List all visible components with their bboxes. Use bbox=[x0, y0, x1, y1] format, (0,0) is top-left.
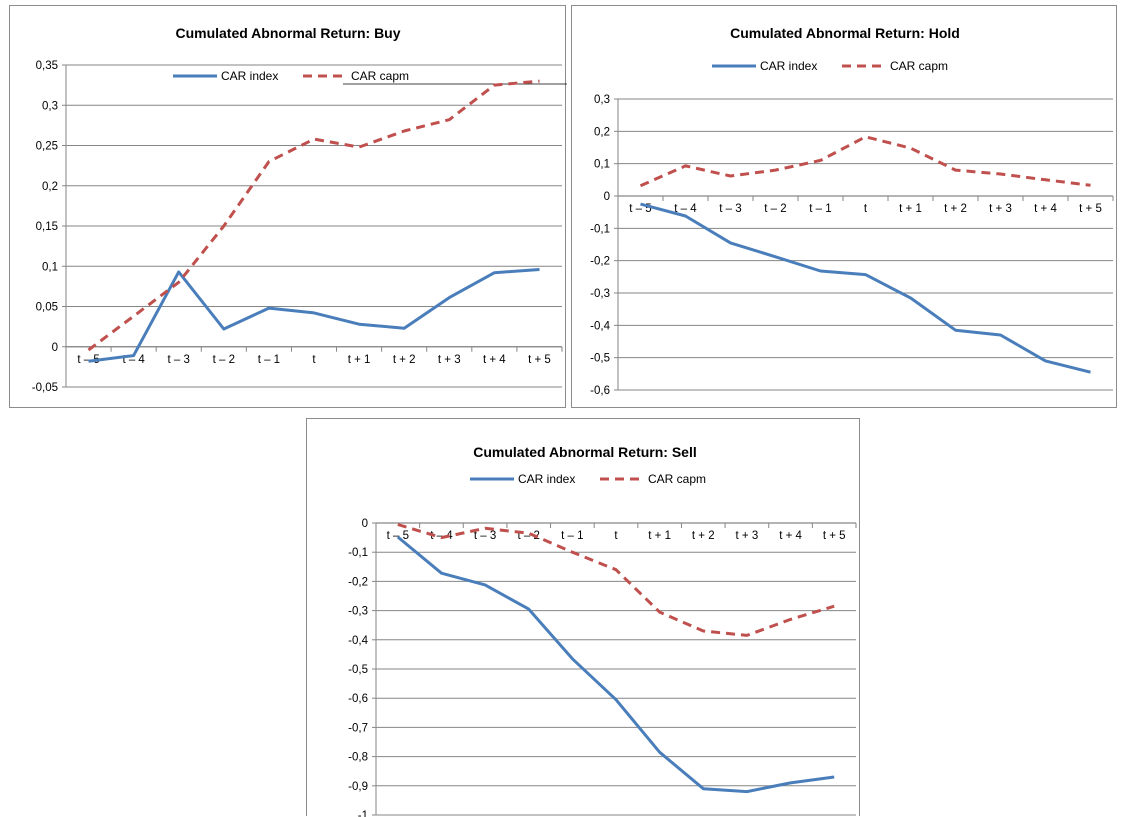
y-tick-label: -0,8 bbox=[348, 752, 368, 764]
series-line-car-index bbox=[640, 202, 1091, 374]
x-tick-label: t + 3 bbox=[736, 530, 759, 542]
y-tick-label: 0,25 bbox=[36, 141, 58, 153]
legend-label: CAR capm bbox=[351, 69, 409, 83]
x-tick-label: t + 2 bbox=[944, 203, 967, 215]
chart-hold-svg: Cumulated Abnormal Return: Hold CAR inde… bbox=[590, 25, 1114, 397]
y-tick-label: 0,35 bbox=[36, 60, 58, 72]
legend-label: CAR capm bbox=[890, 59, 948, 73]
chart-panel-buy: Cumulated Abnormal Return: Buy CAR index… bbox=[9, 5, 567, 408]
series-lines bbox=[87, 79, 540, 363]
y-tick-label: -0,05 bbox=[32, 382, 58, 394]
y-tick-label: 0,2 bbox=[42, 181, 58, 193]
x-tick-label: t – 2 bbox=[764, 203, 786, 215]
y-tick-label: 0 bbox=[362, 518, 368, 530]
y-tick-label: 0,1 bbox=[42, 261, 58, 273]
chart-title: Cumulated Abnormal Return: Sell bbox=[473, 444, 697, 460]
series-line-car-capm bbox=[87, 79, 540, 352]
series-lines bbox=[396, 523, 835, 794]
series-lines bbox=[639, 135, 1091, 374]
y-tick-label: -0,2 bbox=[348, 576, 368, 588]
axes bbox=[372, 522, 857, 816]
chart-buy-svg: Cumulated Abnormal Return: Buy CAR index… bbox=[32, 25, 567, 394]
y-tick-label: -0,5 bbox=[590, 353, 610, 365]
chart-sell-svg: Cumulated Abnormal Return: Sell CAR inde… bbox=[348, 444, 857, 817]
chart-panel-hold: Cumulated Abnormal Return: Hold CAR inde… bbox=[571, 5, 1117, 408]
chart-title: Cumulated Abnormal Return: Hold bbox=[730, 25, 960, 41]
x-tick-label: t – 4 bbox=[430, 530, 453, 542]
series-line-car-capm bbox=[397, 523, 835, 637]
x-tick-label: t + 5 bbox=[823, 530, 846, 542]
legend: CAR index CAR capm bbox=[173, 69, 567, 85]
x-tick-label: t – 1 bbox=[809, 203, 831, 215]
x-tick-label: t – 1 bbox=[258, 354, 280, 366]
x-tick-label: t – 5 bbox=[387, 530, 409, 542]
series-line-car-index bbox=[88, 268, 540, 363]
y-tick-label: 0 bbox=[604, 191, 610, 203]
y-tick-label: -0,5 bbox=[348, 664, 368, 676]
x-tick-label: t + 4 bbox=[483, 354, 506, 366]
x-tick-label: t + 2 bbox=[393, 354, 416, 366]
y-axis-ticks: 0,3 0,2 0,1 0 -0,1 -0,2 -0,3 -0,4 -0,5 -0,6 bbox=[590, 94, 610, 397]
y-tick-label: -0,3 bbox=[348, 606, 368, 618]
legend: CAR index CAR capm bbox=[712, 59, 948, 73]
chart-panel-sell: Cumulated Abnormal Return: Sell CAR inde… bbox=[306, 418, 860, 817]
legend-label: CAR index bbox=[760, 59, 817, 73]
gridlines bbox=[376, 522, 856, 816]
y-axis-ticks: 0 -0,1 -0,2 -0,3 -0,4 -0,5 -0,6 -0,7 -0,8 -0,9 -1 bbox=[348, 518, 368, 817]
axes bbox=[62, 64, 563, 388]
y-tick-label: -0,1 bbox=[348, 547, 368, 559]
x-tick-label: t bbox=[614, 530, 618, 542]
x-tick-label: t + 4 bbox=[1034, 203, 1057, 215]
x-tick-label: t + 3 bbox=[989, 203, 1012, 215]
legend: CAR index CAR capm bbox=[470, 472, 706, 486]
x-tick-label: t + 2 bbox=[692, 530, 715, 542]
gridlines bbox=[618, 98, 1113, 391]
x-tick-label: t – 2 bbox=[213, 354, 235, 366]
y-axis-ticks: 0,35 0,3 0,25 0,2 0,15 0,1 0,05 0 -0,05 bbox=[32, 60, 58, 394]
y-tick-label: -0,4 bbox=[348, 635, 368, 647]
series-line-car-index bbox=[396, 535, 835, 794]
y-tick-label: -0,9 bbox=[348, 781, 368, 793]
y-tick-label: 0,05 bbox=[36, 302, 58, 314]
y-tick-label: -0,1 bbox=[590, 223, 610, 235]
x-tick-label: t – 3 bbox=[719, 203, 741, 215]
y-tick-label: -1 bbox=[358, 810, 368, 817]
axes bbox=[614, 98, 1114, 391]
y-tick-label: 0,1 bbox=[594, 159, 610, 171]
y-tick-label: 0,3 bbox=[594, 94, 610, 106]
legend-label: CAR index bbox=[518, 472, 575, 486]
chart-title: Cumulated Abnormal Return: Buy bbox=[175, 25, 400, 41]
gridlines bbox=[66, 64, 562, 388]
y-tick-label: -0,4 bbox=[590, 320, 610, 332]
x-tick-label: t + 1 bbox=[348, 354, 371, 366]
legend-label: CAR index bbox=[221, 69, 278, 83]
series-line-car-capm bbox=[639, 135, 1091, 188]
x-tick-label: t – 3 bbox=[168, 354, 190, 366]
x-tick-label: t – 1 bbox=[561, 530, 583, 542]
y-tick-label: 0 bbox=[52, 342, 58, 354]
y-tick-label: 0,15 bbox=[36, 221, 58, 233]
y-tick-label: -0,7 bbox=[348, 722, 368, 734]
x-tick-label: t – 4 bbox=[674, 203, 697, 215]
x-tick-label: t + 1 bbox=[648, 530, 671, 542]
y-tick-label: 0,2 bbox=[594, 126, 610, 138]
legend-label: CAR capm bbox=[648, 472, 706, 486]
x-tick-label: t + 1 bbox=[899, 203, 922, 215]
x-tick-label: t + 5 bbox=[1079, 203, 1102, 215]
y-tick-label: -0,6 bbox=[348, 693, 368, 705]
y-tick-label: -0,3 bbox=[590, 288, 610, 300]
x-tick-label: t + 3 bbox=[438, 354, 461, 366]
y-tick-label: -0,2 bbox=[590, 256, 610, 268]
x-tick-label: t + 4 bbox=[779, 530, 802, 542]
x-tick-label: t bbox=[312, 354, 316, 366]
x-tick-label: t – 3 bbox=[474, 530, 496, 542]
y-tick-label: 0,3 bbox=[42, 100, 58, 112]
x-tick-label: t + 5 bbox=[528, 354, 551, 366]
x-tick-label: t bbox=[864, 203, 868, 215]
y-tick-label: -0,6 bbox=[590, 385, 610, 397]
